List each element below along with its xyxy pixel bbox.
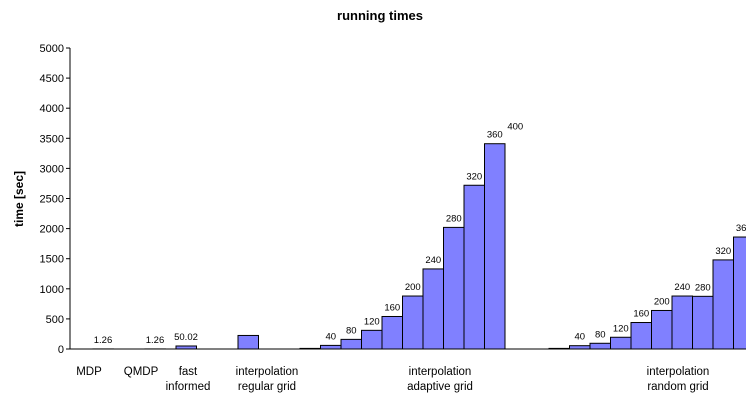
bar-value-label: 400 (507, 122, 523, 133)
category-label: interpolation regular grid (236, 366, 299, 393)
bar-value-label: 160 (384, 302, 400, 313)
bar (443, 226, 465, 350)
bar (320, 344, 342, 350)
bar-value-label: 1.26 (94, 335, 113, 346)
bar (733, 236, 746, 350)
y-tick-label: 4000 (40, 103, 64, 115)
bar-value-label: 120 (364, 316, 380, 327)
bar-value-label: 280 (695, 282, 711, 293)
bar (712, 259, 734, 350)
bar (671, 295, 693, 350)
y-tick-label: 5000 (40, 43, 64, 55)
bar-value-label: 320 (466, 171, 482, 182)
category-label: interpolation adaptive grid (407, 366, 473, 393)
bar-value-label: 320 (715, 246, 731, 257)
bar (237, 334, 259, 350)
bar-value-label: 80 (346, 325, 357, 336)
bar (692, 295, 714, 350)
y-tick-label: 4500 (40, 73, 64, 85)
y-tick-label: 1000 (40, 284, 64, 296)
y-axis-ticks: 0 500 1000 1500 2000 2500 3000 3500 4000 4500 5000 (40, 43, 70, 356)
bar (484, 143, 506, 350)
category-label: MDP (76, 366, 102, 378)
category-label: QMDP (124, 366, 159, 378)
category-label: fast informed (166, 366, 211, 393)
bar (340, 338, 362, 350)
bar-value-label: 40 (325, 331, 336, 342)
y-axis-label: time [sec] (12, 171, 26, 227)
bar (610, 336, 632, 350)
y-tick-label: 500 (46, 314, 64, 326)
bar-value-label: 240 (425, 255, 441, 266)
bar (589, 342, 611, 350)
bar-value-label: 50.02 (174, 332, 198, 343)
bar (463, 184, 485, 350)
bar (381, 315, 403, 350)
chart-title: running times (337, 8, 423, 23)
y-tick-label: 3500 (40, 133, 64, 145)
bar-value-label: 40 (574, 332, 585, 343)
bar (361, 329, 383, 350)
bar-value-label: 120 (613, 323, 629, 334)
bar (402, 295, 424, 350)
bar-value-label: 360 (487, 130, 503, 141)
category-labels: MDP QMDP fast informed interpolation regular … (76, 366, 709, 393)
bar (651, 309, 673, 350)
bar-value-label: 1.26 (146, 335, 165, 346)
bar-value-label: 280 (446, 213, 462, 224)
bar (630, 322, 652, 350)
y-tick-label: 1500 (40, 254, 64, 266)
bar (422, 268, 444, 350)
bar-value-label: 240 (674, 282, 690, 293)
bar-value-label: 360 (736, 223, 746, 234)
y-tick-label: 2500 (40, 194, 64, 206)
y-tick-label: 2000 (40, 224, 64, 236)
y-tick-label: 0 (58, 344, 64, 356)
bar-value-label: 200 (654, 296, 670, 307)
category-label: interpolation random grid (647, 366, 710, 393)
bar-labels-layer: 1.26 1.26 50.02 40 80 120 160 200 240 280 320 360 40… (94, 122, 746, 346)
bar-value-label: 160 (633, 309, 649, 320)
bar-value-label: 200 (405, 282, 421, 293)
bar-value-label: 80 (595, 329, 606, 340)
y-tick-label: 3000 (40, 163, 64, 175)
